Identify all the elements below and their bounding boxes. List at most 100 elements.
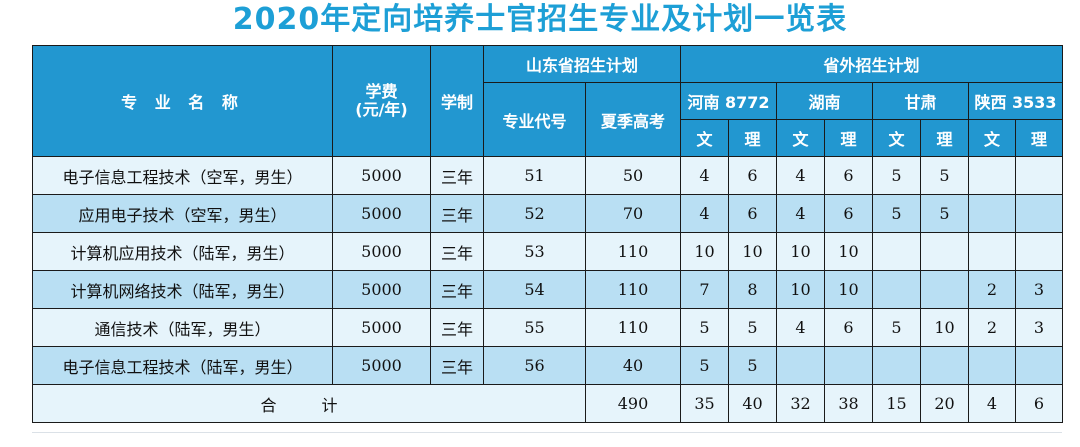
cell-total-gansu-li: 20 [920, 384, 969, 423]
cell-henan-li: 6 [728, 156, 777, 195]
header-duration: 学制 [430, 45, 484, 157]
header-henan-wen: 文 [680, 119, 729, 157]
cell-henan-li: 10 [728, 232, 777, 271]
cell-gansu-wen: 5 [872, 194, 921, 233]
header-province-shaanxi: 陕西 3533 [968, 82, 1063, 120]
cell-summer: 110 [585, 270, 681, 309]
cell-tuition: 5000 [332, 346, 431, 385]
cell-hunan-wen: 4 [776, 156, 825, 195]
cell-summer: 110 [585, 232, 681, 271]
table-row: 应用电子技术（空军，男生） 5000 三年 52 70 4 6 4 6 5 5 [32, 194, 1063, 233]
cell-hunan-wen: 10 [776, 232, 825, 271]
cell-gansu-wen: 5 [872, 156, 921, 195]
cell-duration: 三年 [430, 346, 484, 385]
cell-gansu-li: 5 [920, 156, 969, 195]
cell-shaanxi-li: 3 [1015, 270, 1063, 309]
cell-duration: 三年 [430, 308, 484, 347]
enrollment-plan-table: 专 业 名 称 学费 (元/年) 学制 山东省招生计划 省外招生计划 专业代号 … [32, 45, 1063, 423]
cell-hunan-li: 6 [824, 156, 873, 195]
header-hunan-li: 理 [824, 119, 873, 157]
cell-total-shaanxi-wen: 4 [968, 384, 1016, 423]
cell-shaanxi-wen: 2 [968, 270, 1016, 309]
cell-tuition: 5000 [332, 194, 431, 233]
cell-major-name: 电子信息工程技术（陆军，男生） [32, 346, 333, 385]
cell-total-shaanxi-li: 6 [1015, 384, 1063, 423]
cell-henan-li: 6 [728, 194, 777, 233]
cell-total-hunan-li: 38 [824, 384, 873, 423]
header-henan-li: 理 [728, 119, 777, 157]
header-hunan-wen: 文 [776, 119, 825, 157]
cell-henan-wen: 7 [680, 270, 729, 309]
table-row: 计算机应用技术（陆军，男生） 5000 三年 53 110 10 10 10 1… [32, 232, 1063, 271]
cell-gansu-li: 5 [920, 194, 969, 233]
page-title: 2020年定向培养士官招生专业及计划一览表 [232, 2, 848, 37]
header-province-gansu: 甘肃 [872, 82, 969, 120]
cell-shaanxi-wen [968, 346, 1016, 385]
cell-henan-wen: 5 [680, 308, 729, 347]
cell-shaanxi-wen: 2 [968, 308, 1016, 347]
cell-summer: 110 [585, 308, 681, 347]
cell-hunan-li: 10 [824, 232, 873, 271]
cell-hunan-wen: 4 [776, 194, 825, 233]
header-province-hunan: 湖南 [776, 82, 873, 120]
header-tuition-line1: 学费 [365, 82, 398, 101]
cell-henan-wen: 5 [680, 346, 729, 385]
cell-hunan-li: 10 [824, 270, 873, 309]
cell-henan-wen: 10 [680, 232, 729, 271]
cell-code: 54 [483, 270, 586, 309]
table-row: 电子信息工程技术（空军，男生） 5000 三年 51 50 4 6 4 6 5 … [32, 156, 1063, 195]
cell-tuition: 5000 [332, 270, 431, 309]
cell-total-henan-wen: 35 [680, 384, 729, 423]
cell-duration: 三年 [430, 156, 484, 195]
cell-shaanxi-li [1015, 194, 1063, 233]
cell-hunan-li [824, 346, 873, 385]
cell-gansu-li: 10 [920, 308, 969, 347]
cell-shaanxi-li [1015, 346, 1063, 385]
cell-gansu-wen [872, 270, 921, 309]
cell-code: 51 [483, 156, 586, 195]
cell-henan-wen: 4 [680, 156, 729, 195]
cell-henan-li: 5 [728, 346, 777, 385]
cell-shaanxi-wen [968, 194, 1016, 233]
cell-tuition: 5000 [332, 232, 431, 271]
cell-summer: 40 [585, 346, 681, 385]
header-shaanxi-wen: 文 [968, 119, 1016, 157]
header-tuition-line2: (元/年) [355, 100, 408, 119]
cell-hunan-wen: 4 [776, 308, 825, 347]
cell-gansu-li [920, 232, 969, 271]
cell-shaanxi-li [1015, 232, 1063, 271]
cell-gansu-li [920, 346, 969, 385]
cell-hunan-li: 6 [824, 194, 873, 233]
cell-code: 56 [483, 346, 586, 385]
cell-hunan-li: 6 [824, 308, 873, 347]
header-gansu-wen: 文 [872, 119, 921, 157]
cell-gansu-wen [872, 346, 921, 385]
cell-shaanxi-wen [968, 232, 1016, 271]
cell-major-name: 应用电子技术（空军，男生） [32, 194, 333, 233]
header-province-henan: 河南 8772 [680, 82, 777, 120]
cell-major-name: 计算机应用技术（陆军，男生） [32, 232, 333, 271]
header-shaanxi-li: 理 [1015, 119, 1063, 157]
cell-major-name: 通信技术（陆军，男生） [32, 308, 333, 347]
cell-gansu-wen: 5 [872, 308, 921, 347]
cell-total-henan-li: 40 [728, 384, 777, 423]
table-row: 计算机网络技术（陆军，男生） 5000 三年 54 110 7 8 10 10 … [32, 270, 1063, 309]
table-row: 通信技术（陆军，男生） 5000 三年 55 110 5 5 4 6 5 10 … [32, 308, 1063, 347]
cell-shaanxi-li: 3 [1015, 308, 1063, 347]
cell-code: 55 [483, 308, 586, 347]
cell-shaanxi-wen [968, 156, 1016, 195]
cell-henan-wen: 4 [680, 194, 729, 233]
cell-tuition: 5000 [332, 156, 431, 195]
cell-hunan-wen [776, 346, 825, 385]
cell-total-hunan-wen: 32 [776, 384, 825, 423]
cell-code: 52 [483, 194, 586, 233]
table-row: 电子信息工程技术（陆军，男生） 5000 三年 56 40 5 5 [32, 346, 1063, 385]
footer-divider [32, 432, 1062, 433]
cell-duration: 三年 [430, 194, 484, 233]
cell-major-name: 计算机网络技术（陆军，男生） [32, 270, 333, 309]
header-tuition: 学费 (元/年) [332, 45, 431, 157]
cell-summer: 50 [585, 156, 681, 195]
cell-major-name: 电子信息工程技术（空军，男生） [32, 156, 333, 195]
cell-total-label: 合 计 [32, 384, 586, 423]
cell-henan-li: 5 [728, 308, 777, 347]
